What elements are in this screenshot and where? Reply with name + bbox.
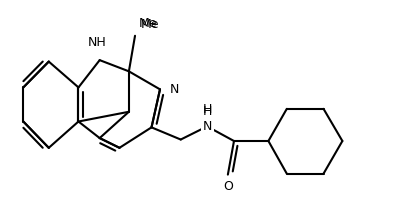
Text: O: O	[223, 180, 232, 193]
Text: Me: Me	[138, 17, 157, 30]
Text: Me: Me	[140, 18, 159, 31]
Text: N: N	[202, 120, 211, 133]
Text: H: H	[202, 105, 211, 118]
Text: H: H	[202, 103, 211, 116]
Text: N: N	[169, 83, 178, 96]
Text: NH: NH	[88, 36, 106, 49]
Text: N: N	[202, 120, 211, 133]
